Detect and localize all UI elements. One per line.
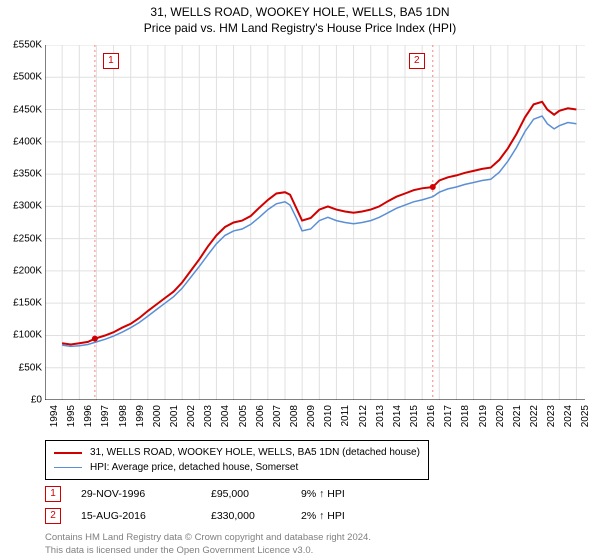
x-tick-label: 2019 [478, 405, 489, 445]
legend: 31, WELLS ROAD, WOOKEY HOLE, WELLS, BA5 … [45, 440, 429, 480]
x-tick-label: 2024 [563, 405, 574, 445]
y-tick-label: £450K [0, 104, 42, 115]
x-tick-label: 2021 [512, 405, 523, 445]
sale-marker: 1 [45, 486, 61, 502]
x-tick-label: 2011 [340, 405, 351, 445]
y-tick-label: £100K [0, 330, 42, 341]
x-tick-label: 2017 [443, 405, 454, 445]
x-tick-label: 2004 [220, 405, 231, 445]
title-line2: Price paid vs. HM Land Registry's House … [0, 20, 600, 36]
chart-marker-1: 1 [103, 53, 119, 69]
chart-svg [45, 45, 585, 400]
legend-label: 31, WELLS ROAD, WOOKEY HOLE, WELLS, BA5 … [90, 445, 420, 460]
y-tick-label: £350K [0, 169, 42, 180]
title-line1: 31, WELLS ROAD, WOOKEY HOLE, WELLS, BA5 … [0, 4, 600, 20]
sale-row: 1 29-NOV-1996 £95,000 9% ↑ HPI [45, 486, 381, 502]
x-tick-label: 2015 [409, 405, 420, 445]
x-tick-label: 1994 [49, 405, 60, 445]
x-tick-label: 2018 [460, 405, 471, 445]
x-tick-label: 2016 [426, 405, 437, 445]
x-tick-label: 1995 [66, 405, 77, 445]
x-tick-label: 1997 [100, 405, 111, 445]
y-tick-label: £50K [0, 362, 42, 373]
x-tick-label: 2010 [323, 405, 334, 445]
x-tick-label: 2008 [289, 405, 300, 445]
sale-date: 15-AUG-2016 [81, 510, 191, 522]
x-tick-label: 2023 [546, 405, 557, 445]
y-tick-label: £200K [0, 265, 42, 276]
sale-price: £330,000 [211, 510, 281, 522]
x-tick-label: 2005 [238, 405, 249, 445]
sale-pct: 2% ↑ HPI [301, 510, 381, 522]
x-tick-label: 2001 [169, 405, 180, 445]
legend-swatch [54, 452, 82, 454]
legend-row: 31, WELLS ROAD, WOOKEY HOLE, WELLS, BA5 … [54, 445, 420, 460]
footer-attribution: Contains HM Land Registry data © Crown c… [45, 532, 371, 557]
y-tick-label: £0 [0, 395, 42, 406]
x-tick-label: 2022 [529, 405, 540, 445]
x-tick-label: 2020 [495, 405, 506, 445]
legend-row: HPI: Average price, detached house, Some… [54, 460, 420, 475]
x-tick-label: 2012 [358, 405, 369, 445]
sale-pct: 9% ↑ HPI [301, 488, 381, 500]
sale-price: £95,000 [211, 488, 281, 500]
y-tick-label: £250K [0, 233, 42, 244]
sales-table: 1 29-NOV-1996 £95,000 9% ↑ HPI 2 15-AUG-2016 £… [45, 486, 381, 530]
sale-row: 2 15-AUG-2016 £330,000 2% ↑ HPI [45, 508, 381, 524]
y-tick-label: £500K [0, 72, 42, 83]
x-tick-label: 2006 [255, 405, 266, 445]
chart-marker-2: 2 [409, 53, 425, 69]
x-tick-label: 2002 [186, 405, 197, 445]
legend-swatch [54, 467, 82, 468]
footer-line2: This data is licensed under the Open Gov… [45, 545, 371, 557]
sale-marker: 2 [45, 508, 61, 524]
y-tick-label: £150K [0, 298, 42, 309]
x-tick-label: 2007 [272, 405, 283, 445]
x-tick-label: 2025 [580, 405, 591, 445]
x-tick-label: 2003 [203, 405, 214, 445]
y-tick-label: £300K [0, 201, 42, 212]
chart-plot-area: £0£50K£100K£150K£200K£250K£300K£350K£400… [45, 45, 585, 400]
chart-title: 31, WELLS ROAD, WOOKEY HOLE, WELLS, BA5 … [0, 0, 600, 36]
x-tick-label: 2000 [152, 405, 163, 445]
x-tick-label: 2013 [375, 405, 386, 445]
x-tick-label: 2009 [306, 405, 317, 445]
footer-line1: Contains HM Land Registry data © Crown c… [45, 532, 371, 544]
y-tick-label: £550K [0, 40, 42, 51]
y-tick-label: £400K [0, 136, 42, 147]
x-tick-label: 1996 [83, 405, 94, 445]
x-tick-label: 1998 [118, 405, 129, 445]
sale-date: 29-NOV-1996 [81, 488, 191, 500]
x-tick-label: 1999 [135, 405, 146, 445]
x-tick-label: 2014 [392, 405, 403, 445]
legend-label: HPI: Average price, detached house, Some… [90, 460, 298, 475]
